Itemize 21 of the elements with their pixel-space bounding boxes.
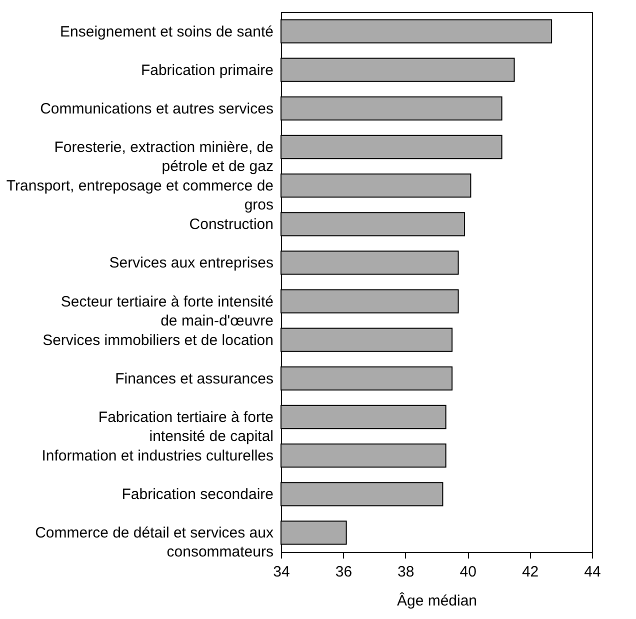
y-tick-label: Finances et assurances (115, 370, 274, 388)
x-axis-title: Âge médian (396, 592, 478, 610)
y-tick-label: Fabrication primaire (140, 62, 274, 79)
y-tick-label: Foresterie, extraction minière, de pétrole et de gaz (54, 139, 274, 175)
x-tick-label: 42 (522, 564, 539, 580)
y-tick-label: Transport, entreposage et commerce de gros (6, 178, 274, 214)
x-tick-label: 44 (584, 564, 601, 580)
x-tick-label: 38 (398, 564, 414, 580)
x-tick-label: 36 (335, 564, 352, 580)
x-tick-label: 40 (460, 564, 476, 580)
x-tick-label: 34 (273, 564, 290, 580)
y-tick-label: Services aux entreprises (109, 254, 274, 272)
y-tick-label: Commerce de détail et services aux consommateurs (35, 524, 274, 561)
y-tick-label: Communications et autres services (40, 100, 274, 118)
y-tick-label: Fabrication secondaire (122, 486, 274, 504)
y-tick-label: Construction (189, 216, 274, 234)
y-tick-label: Information et industries culturelles (42, 448, 274, 465)
y-tick-label: Services immobiliers et de location (42, 332, 274, 349)
y-tick-label: Fabrication tertiaire à forte intensité de capital (98, 409, 274, 445)
y-tick-label: Enseignement et soins de santé (60, 23, 274, 40)
y-tick-label: Secteur tertiaire à forte intensité de main-d'œuvre (60, 293, 274, 330)
